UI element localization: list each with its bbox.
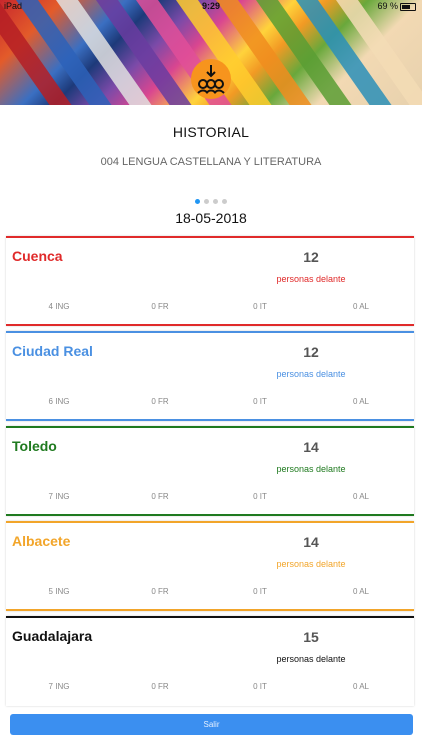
battery-indicator: 69 % bbox=[377, 1, 416, 11]
page-dot[interactable] bbox=[195, 199, 200, 204]
people-ahead-label: personas delante bbox=[276, 369, 346, 379]
people-count: 12 bbox=[303, 249, 319, 265]
it-count: 0 IT bbox=[253, 492, 267, 501]
it-count: 0 IT bbox=[253, 682, 267, 691]
people-ahead-label: personas delante bbox=[276, 274, 346, 284]
ing-count: 7 ING bbox=[48, 682, 70, 691]
it-count: 0 IT bbox=[253, 302, 267, 311]
page-dot[interactable] bbox=[213, 199, 218, 204]
fr-count: 0 FR bbox=[151, 492, 169, 501]
al-count: 0 AL bbox=[352, 587, 369, 596]
people-count: 15 bbox=[303, 629, 319, 645]
fr-count: 0 FR bbox=[151, 587, 169, 596]
battery-percent: 69 % bbox=[377, 1, 398, 11]
carrier-label: iPad bbox=[4, 1, 23, 11]
people-ahead-label: personas delante bbox=[276, 559, 346, 569]
al-count: 0 AL bbox=[352, 492, 369, 501]
al-count: 0 AL bbox=[352, 302, 369, 311]
city-card: Guadalajara 15 personas delante 7 ING 0 … bbox=[6, 616, 414, 706]
fr-count: 0 FR bbox=[151, 397, 169, 406]
city-card: Albacete 14 personas delante 5 ING 0 FR … bbox=[6, 521, 414, 611]
city-name: Toledo bbox=[12, 438, 57, 454]
people-count: 14 bbox=[303, 439, 319, 455]
people-count: 14 bbox=[303, 534, 319, 550]
page-indicator[interactable] bbox=[0, 191, 422, 209]
page-title: HISTORIAL bbox=[172, 124, 250, 140]
fr-count: 0 FR bbox=[151, 302, 169, 311]
city-name: Ciudad Real bbox=[12, 343, 93, 359]
city-card: Ciudad Real 12 personas delante 6 ING 0 … bbox=[6, 331, 414, 421]
city-name: Guadalajara bbox=[12, 628, 93, 644]
people-ahead-label: personas delante bbox=[276, 654, 346, 664]
city-name: Albacete bbox=[12, 533, 71, 549]
battery-icon bbox=[400, 2, 416, 11]
status-bar: iPad 9:29 69 % bbox=[0, 0, 422, 14]
exit-button[interactable]: Salir bbox=[10, 714, 413, 735]
page-dot[interactable] bbox=[204, 199, 209, 204]
it-count: 0 IT bbox=[253, 397, 267, 406]
app-logo-icon bbox=[191, 59, 231, 99]
people-ahead-label: personas delante bbox=[276, 464, 346, 474]
subject-label: 004 LENGUA CASTELLANA Y LITERATURA bbox=[100, 156, 322, 168]
al-count: 0 AL bbox=[352, 682, 369, 691]
ing-count: 6 ING bbox=[48, 397, 70, 406]
it-count: 0 IT bbox=[253, 587, 267, 596]
ing-count: 5 ING bbox=[48, 587, 70, 596]
people-count: 12 bbox=[303, 344, 319, 360]
city-card: Toledo 14 personas delante 7 ING 0 FR 0 … bbox=[6, 426, 414, 516]
city-card: Cuenca 12 personas delante 4 ING 0 FR 0 … bbox=[6, 236, 414, 326]
al-count: 0 AL bbox=[352, 397, 369, 406]
ing-count: 4 ING bbox=[48, 302, 70, 311]
fr-count: 0 FR bbox=[151, 682, 169, 691]
city-name: Cuenca bbox=[12, 248, 63, 264]
date-label: 18-05-2018 bbox=[175, 210, 247, 226]
clock: 9:29 bbox=[201, 1, 220, 11]
page-dot[interactable] bbox=[222, 199, 227, 204]
ing-count: 7 ING bbox=[48, 492, 70, 501]
